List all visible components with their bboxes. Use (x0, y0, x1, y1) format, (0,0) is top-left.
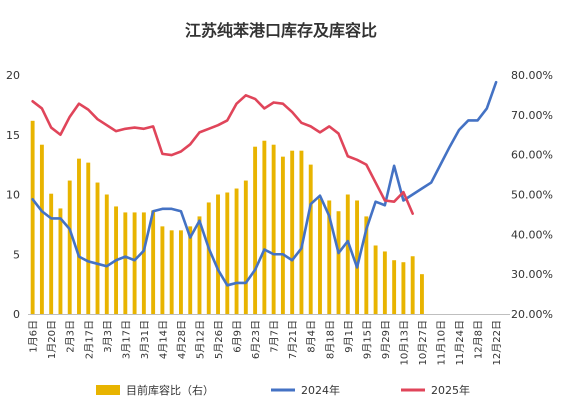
bar (373, 245, 378, 314)
y-tick-label: 0 (13, 308, 20, 321)
y-tick-label: 5 (13, 248, 20, 261)
x-tick-label: 12月8日 (473, 320, 485, 359)
y-right-tick-label: 40.00% (511, 228, 553, 241)
y-right-tick-label: 80.00% (511, 69, 553, 82)
y-right-tick-label: 20.00% (511, 308, 553, 321)
x-tick-label: 9月29日 (380, 320, 392, 359)
x-tick-label: 11月10日 (435, 320, 447, 365)
bar (392, 260, 397, 314)
bar (299, 150, 304, 314)
bar (382, 251, 387, 314)
x-tick-label: 3月17日 (120, 320, 132, 359)
x-tick-label: 5月26日 (213, 320, 225, 359)
x-tick-label: 10月27日 (417, 320, 429, 365)
x-tick-label: 8月18日 (324, 320, 336, 359)
x-tick-label: 8月4日 (306, 320, 318, 353)
series-line (31, 94, 414, 215)
x-tick-label: 1月6日 (28, 320, 40, 353)
bar (243, 180, 248, 314)
bar (151, 210, 156, 314)
bar (123, 212, 128, 314)
y-right-tick-label: 30.00% (511, 268, 553, 281)
bar (308, 164, 313, 314)
x-tick-label: 12月22日 (491, 320, 503, 365)
bar (401, 262, 406, 314)
x-tick-label: 9月15日 (361, 320, 373, 359)
bar (132, 212, 137, 314)
lines-layer (31, 80, 498, 287)
bar (262, 140, 267, 314)
bar (39, 144, 44, 314)
x-tick-label: 2月3日 (65, 320, 77, 353)
bar (318, 198, 322, 314)
x-tick-label: 4月14日 (157, 320, 169, 359)
legend-label: 2025年 (431, 383, 470, 397)
bar (197, 216, 202, 314)
x-tick-label: 9月1日 (343, 320, 355, 353)
bar (419, 274, 424, 314)
bar (30, 120, 35, 314)
chart-title: 江苏纯苯港口库存及库容比 (185, 21, 377, 40)
x-tick-label: 6月23日 (250, 320, 262, 359)
x-tick-label: 2月17日 (83, 320, 95, 359)
bar (234, 188, 239, 314)
bar (169, 230, 174, 314)
bar (49, 193, 54, 314)
y-tick-label: 10 (6, 189, 20, 202)
legend-label: 目前库容比（右） (126, 383, 214, 397)
bar (364, 216, 369, 314)
bar (58, 208, 63, 314)
bar (253, 146, 258, 314)
bar (141, 212, 146, 314)
bar (67, 180, 72, 314)
bar (95, 182, 100, 314)
bar (345, 194, 350, 314)
x-tick-label: 4月28日 (176, 320, 188, 359)
legend-label: 2024年 (301, 383, 340, 397)
x-tick-label: 3月3日 (102, 320, 114, 353)
bars-layer (30, 120, 424, 314)
x-tick-label: 3月31日 (139, 320, 151, 359)
x-tick-label: 11月24日 (454, 320, 466, 365)
bar (290, 150, 295, 314)
y-right-tick-label: 50.00% (511, 189, 553, 202)
x-tick-label: 6月9日 (232, 320, 244, 353)
y-tick-label: 20 (6, 69, 20, 82)
bar (410, 256, 415, 314)
bar (271, 144, 276, 314)
bar (77, 158, 81, 314)
bar (188, 226, 193, 314)
bar (355, 200, 360, 314)
legend: 目前库容比（右） 2024年 2025年 (96, 383, 470, 397)
bar (86, 162, 91, 314)
x-tick-label: 10月13日 (398, 320, 410, 365)
x-tick-label: 7月21日 (287, 320, 299, 359)
series-line (31, 80, 498, 287)
legend-swatch (96, 385, 120, 395)
y-tick-label: 15 (6, 129, 20, 142)
bar (336, 211, 341, 314)
bar (178, 230, 183, 314)
axes-layer: 0 5 10 15 20 20.00% 30.00% 40.00% 50.00% 60.00% 70… (6, 69, 553, 365)
x-tick-label: 1月20日 (46, 320, 58, 359)
bar (327, 200, 332, 314)
x-tick-label: 5月12日 (194, 320, 206, 359)
bar (216, 194, 220, 314)
bar (206, 202, 211, 314)
y-right-tick-label: 70.00% (511, 109, 553, 122)
x-tick-label: 7月7日 (269, 320, 281, 353)
bar (280, 156, 285, 314)
bar (225, 192, 230, 314)
y-right-tick-label: 60.00% (511, 149, 553, 162)
bar (104, 194, 109, 314)
bar (160, 226, 165, 314)
